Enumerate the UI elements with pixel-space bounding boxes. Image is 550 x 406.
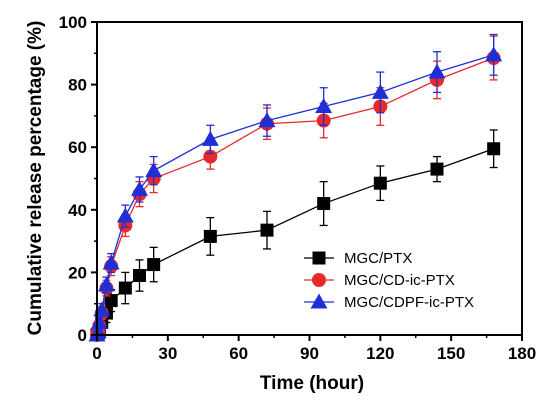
data-point bbox=[430, 162, 444, 176]
y-tick-label: 40 bbox=[68, 201, 87, 220]
series-line bbox=[96, 54, 494, 336]
y-tick-label: 0 bbox=[78, 326, 87, 345]
axes: 0 30 60 90 120 150 180 0 20 40 60 80 100 bbox=[59, 13, 537, 363]
data-point bbox=[104, 294, 118, 308]
legend-label: MGC/PTX bbox=[344, 250, 412, 267]
data-point bbox=[131, 180, 148, 196]
data-point bbox=[203, 229, 217, 243]
legend-marker bbox=[312, 251, 326, 265]
x-axis-label: Time (hour) bbox=[260, 373, 364, 394]
data-point bbox=[317, 197, 331, 211]
data-point bbox=[90, 314, 108, 329]
legend: MGC/PTX MGC/CD-ic-PTX MGC/CDPF-ic-PTX bbox=[304, 250, 474, 311]
data-point bbox=[116, 207, 134, 223]
plot-frame bbox=[96, 21, 523, 336]
data-point bbox=[133, 269, 146, 283]
x-tick-label: 150 bbox=[437, 344, 465, 363]
legend-label: MGC/CDPF-ic-PTX bbox=[344, 294, 474, 311]
x-tick-label: 30 bbox=[158, 344, 177, 363]
x-tick-label: 120 bbox=[366, 344, 394, 363]
y-tick-label: 80 bbox=[68, 76, 87, 95]
x-tick-label: 90 bbox=[300, 344, 319, 363]
y-tick-label: 100 bbox=[59, 13, 87, 32]
legend-label: MGC/CD-ic-PTX bbox=[344, 272, 455, 289]
x-tick-label: 0 bbox=[92, 344, 101, 363]
data-point bbox=[373, 176, 387, 190]
data-point bbox=[145, 162, 163, 178]
legend-marker bbox=[312, 273, 326, 287]
data-point bbox=[315, 98, 333, 113]
data-point bbox=[260, 223, 274, 237]
legend-marker bbox=[310, 293, 328, 309]
data-point bbox=[428, 63, 446, 79]
data-point bbox=[118, 281, 132, 295]
x-tick-label: 60 bbox=[229, 344, 248, 363]
series-triangle bbox=[88, 33, 503, 342]
x-tick-label: 180 bbox=[508, 344, 536, 363]
data-point bbox=[371, 83, 389, 99]
y-tick-label: 60 bbox=[68, 138, 87, 157]
data-point bbox=[487, 142, 501, 156]
data-point bbox=[201, 130, 219, 146]
data-point bbox=[102, 254, 120, 270]
data-point bbox=[258, 112, 276, 128]
y-axis-label: Cumulative release percentage (%) bbox=[25, 21, 46, 336]
data-point bbox=[97, 276, 115, 292]
y-tick-label: 20 bbox=[68, 263, 87, 282]
data-point bbox=[147, 258, 161, 272]
data-point bbox=[485, 46, 503, 62]
plot-area bbox=[88, 33, 503, 342]
